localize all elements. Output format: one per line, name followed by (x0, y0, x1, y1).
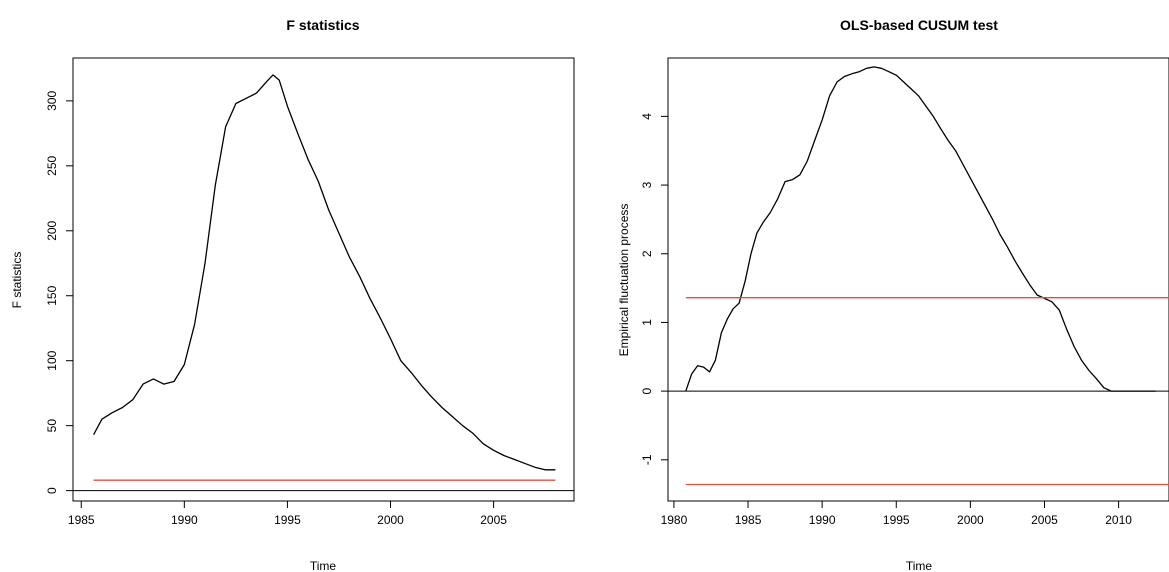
plot-area (73, 74, 574, 492)
y-tick-label: 3 (640, 181, 654, 188)
x-tick-label: 1995 (883, 513, 910, 527)
y-axis-label: Empirical fluctuation process (617, 204, 631, 357)
x-tick-label: 2000 (957, 513, 984, 527)
y-tick-label: 300 (45, 91, 59, 111)
y-tick-label: -1 (640, 454, 654, 465)
y-tick-label: 4 (640, 113, 654, 120)
y-axis: -1 0 1 2 3 4 (640, 113, 669, 465)
y-tick-label: 0 (45, 487, 59, 494)
x-axis-label: Time (310, 559, 337, 572)
x-tick-label: 2005 (1031, 513, 1058, 527)
x-axis: 1985 1990 1995 2000 2005 (68, 500, 507, 527)
x-tick-label: 1985 (735, 513, 762, 527)
chart-panel-f-statistics: F statistics 1985 1990 1995 2000 2005 0 50 100… (10, 17, 575, 572)
plot-area (668, 66, 1169, 486)
x-tick-label: 1990 (809, 513, 836, 527)
chart-panel-cusum: OLS-based CUSUM test 1980 1985 1990 1995 200… (617, 17, 1169, 572)
x-tick-label: 2005 (480, 513, 507, 527)
y-tick-label: 1 (640, 319, 654, 326)
y-tick-label: 200 (45, 220, 59, 240)
y-tick-label: 100 (45, 350, 59, 370)
x-tick-label: 1980 (661, 513, 688, 527)
y-axis: 0 50 100 150 200 250 300 (45, 91, 74, 494)
plot-frame (667, 57, 1169, 502)
y-tick-label: 150 (45, 285, 59, 305)
y-tick-label: 250 (45, 155, 59, 175)
plot-frame (72, 57, 575, 502)
x-tick-label: 1995 (274, 513, 301, 527)
x-tick-label: 2000 (377, 513, 404, 527)
x-tick-label: 1990 (171, 513, 198, 527)
chart-title: OLS-based CUSUM test (840, 17, 998, 33)
series-line (93, 74, 556, 471)
y-axis-label: F statistics (10, 252, 24, 309)
y-tick-label: 0 (640, 387, 654, 394)
x-axis: 1980 1985 1990 1995 2000 2005 2010 (661, 500, 1132, 527)
chart-title: F statistics (286, 17, 359, 33)
x-tick-label: 2010 (1105, 513, 1132, 527)
y-tick-label: 2 (640, 250, 654, 257)
y-tick-label: 50 (45, 419, 59, 433)
x-axis-label: Time (906, 559, 933, 572)
series-line (685, 66, 1156, 392)
x-tick-label: 1985 (68, 513, 95, 527)
